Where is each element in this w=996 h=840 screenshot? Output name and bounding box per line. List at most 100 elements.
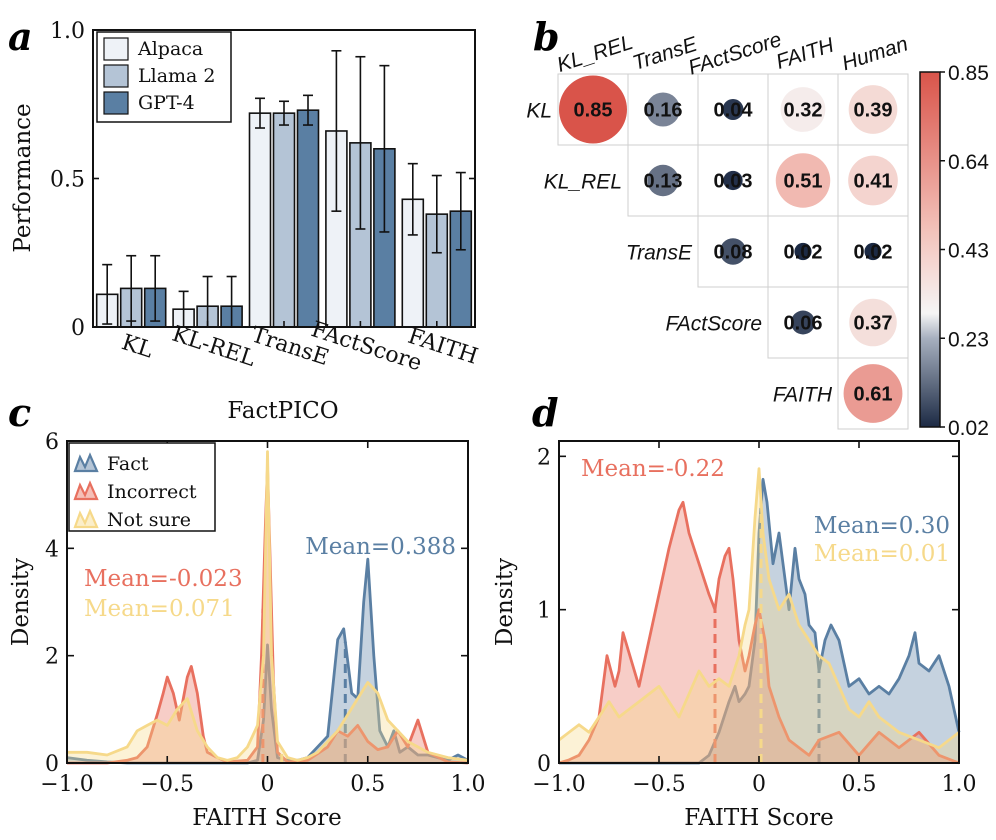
mean-annotation-fact: Mean=0.30 xyxy=(814,513,950,539)
legend-swatch-incorrect xyxy=(73,480,99,501)
y-tick-label: 0 xyxy=(537,752,551,777)
row-label-kl: KL xyxy=(526,100,552,123)
density-line-not-sure xyxy=(67,450,469,762)
legend-swatch-not-sure xyxy=(73,508,99,529)
density-area-fact xyxy=(559,479,959,763)
correlation-value: 0.37 xyxy=(854,313,893,335)
row-label-transe: TransE xyxy=(626,242,693,265)
colorbar-ticks: 0.85 0.64 0.43 0.23 0.02 xyxy=(940,62,989,440)
y-axis-label: Performance xyxy=(10,103,36,252)
x-tick-label: −1.0 xyxy=(532,772,585,797)
legend-swatch-fact xyxy=(73,452,99,473)
y-axis-label: Density xyxy=(492,558,518,646)
x-tick-label-kl-rel: KL-REL xyxy=(169,322,259,372)
correlation-circle-transe-human xyxy=(864,242,882,261)
mean-annotation-not-sure: Mean=0.01 xyxy=(814,541,950,567)
x-tick-label: −0.5 xyxy=(632,772,685,797)
y-tick-label: 1 xyxy=(537,599,551,624)
bar-alpaca-transe xyxy=(248,112,272,328)
legend-swatch-llama-2 xyxy=(103,64,129,88)
row-label-kl-rel: KL_REL xyxy=(544,171,622,194)
colorbar-tick-label: 0.43 xyxy=(948,240,989,263)
y-tick-label: 1.0 xyxy=(50,19,85,44)
column-label-human: Human xyxy=(839,32,910,75)
y-axis-label: Density xyxy=(8,558,34,646)
legend-label-incorrect: Incorrect xyxy=(107,481,197,503)
x-tick-label: 0.5 xyxy=(350,772,385,797)
panel-label-a: a xyxy=(8,14,33,59)
colorbar xyxy=(919,71,941,428)
correlation-value: 0.13 xyxy=(644,171,683,193)
legend-label-gpt-4: GPT-4 xyxy=(138,92,195,114)
row-label-faith: FAITH xyxy=(773,384,833,407)
mean-annotation-incorrect: Mean=-0.023 xyxy=(84,566,243,592)
x-tick-label: 1.0 xyxy=(451,772,486,797)
correlation-heatmap-panel: 0.85 0.16 0.04 0.32 0.39 0.13 0.03 0.51 0.41 0.08… xyxy=(526,28,989,440)
mean-annotation-not-sure: Mean=0.071 xyxy=(84,596,235,622)
legend-swatch-alpaca xyxy=(103,37,129,61)
y-tick-label: 4 xyxy=(45,537,59,562)
panel-label-c: c xyxy=(8,390,31,435)
correlation-circle-factscore-human xyxy=(849,298,897,347)
colorbar-tick-label: 0.02 xyxy=(948,417,989,440)
correlation-circle-transe-factscore xyxy=(719,238,747,265)
x-tick-label: 0 xyxy=(261,772,275,797)
column-label-faith: FAITH xyxy=(773,33,837,73)
correlation-circle-kl-rel-transe xyxy=(647,164,679,197)
correlation-value: 0.03 xyxy=(714,171,753,193)
legend-label-fact: Fact xyxy=(107,453,149,475)
correlation-value: 0.02 xyxy=(854,242,893,264)
legend-swatch-gpt-4 xyxy=(103,91,129,115)
x-tick-label: 0 xyxy=(752,772,766,797)
y-tick-label: 0.5 xyxy=(50,168,85,193)
heatmap-cell xyxy=(837,357,909,430)
column-label-factscore: FActScore xyxy=(686,28,785,80)
panel-label-d: d xyxy=(532,390,559,435)
x-axis-label: FAITH Score xyxy=(192,805,341,831)
y-tick-label: 6 xyxy=(45,430,59,455)
legend: Alpaca Llama 2 GPT-4 xyxy=(96,31,232,123)
correlation-circle-kl-human xyxy=(848,85,898,134)
x-tick-label: −0.5 xyxy=(141,772,194,797)
heatmap-grid: 0.85 0.16 0.04 0.32 0.39 0.13 0.03 0.51 0.41 0.08… xyxy=(557,73,909,430)
column-label-kl-rel: KL_REL xyxy=(554,31,635,77)
correlation-value: 0.39 xyxy=(854,100,893,122)
legend-label-alpaca: Alpaca xyxy=(137,38,203,60)
correlation-circle-kl-factscore xyxy=(722,98,744,121)
y-tick-label: 2 xyxy=(537,445,551,470)
correlation-value: 0.85 xyxy=(574,100,613,122)
density-area-not-sure xyxy=(559,468,959,763)
x-tick-label-kl: KL xyxy=(119,330,157,363)
correlation-circle-transe-faith xyxy=(794,242,812,261)
density-line-fact xyxy=(559,477,961,765)
legend-label-not-sure: Not sure xyxy=(107,509,191,531)
x-axis-label: FactPICO xyxy=(227,398,338,424)
density-area-incorrect xyxy=(67,467,468,763)
correlation-value: 0.16 xyxy=(644,100,683,122)
correlation-value: 0.41 xyxy=(854,171,893,193)
correlation-value: 0.32 xyxy=(784,100,823,122)
row-label-factscore: FActScore xyxy=(666,313,762,336)
correlation-circle-faith-human xyxy=(843,364,903,423)
correlation-circle-kl-transe xyxy=(645,92,681,127)
mean-annotations: Mean=0.388 Mean=-0.023 Mean=0.071 xyxy=(84,534,456,622)
bar-llama-2-transe xyxy=(272,112,296,328)
correlation-circle-kl-rel-human xyxy=(848,155,898,206)
correlation-circle-kl-faith xyxy=(780,87,826,132)
x-tick-label: −1.0 xyxy=(40,772,93,797)
correlation-value: 0.61 xyxy=(854,384,893,406)
correlation-value: 0.04 xyxy=(714,100,754,122)
colorbar-tick-label: 0.23 xyxy=(948,328,989,351)
mean-annotation-incorrect: Mean=-0.22 xyxy=(581,456,725,482)
legend: Fact Incorrect Not sure xyxy=(68,442,216,532)
mean-annotation-fact: Mean=0.388 xyxy=(305,534,456,560)
correlation-circle-kl-rel-faith xyxy=(775,153,831,208)
colorbar-tick-label: 0.85 xyxy=(948,62,989,85)
correlation-value: 0.08 xyxy=(714,242,753,264)
correlation-circle-kl-rel-factscore xyxy=(723,170,743,191)
density-line-not-sure xyxy=(558,467,960,750)
